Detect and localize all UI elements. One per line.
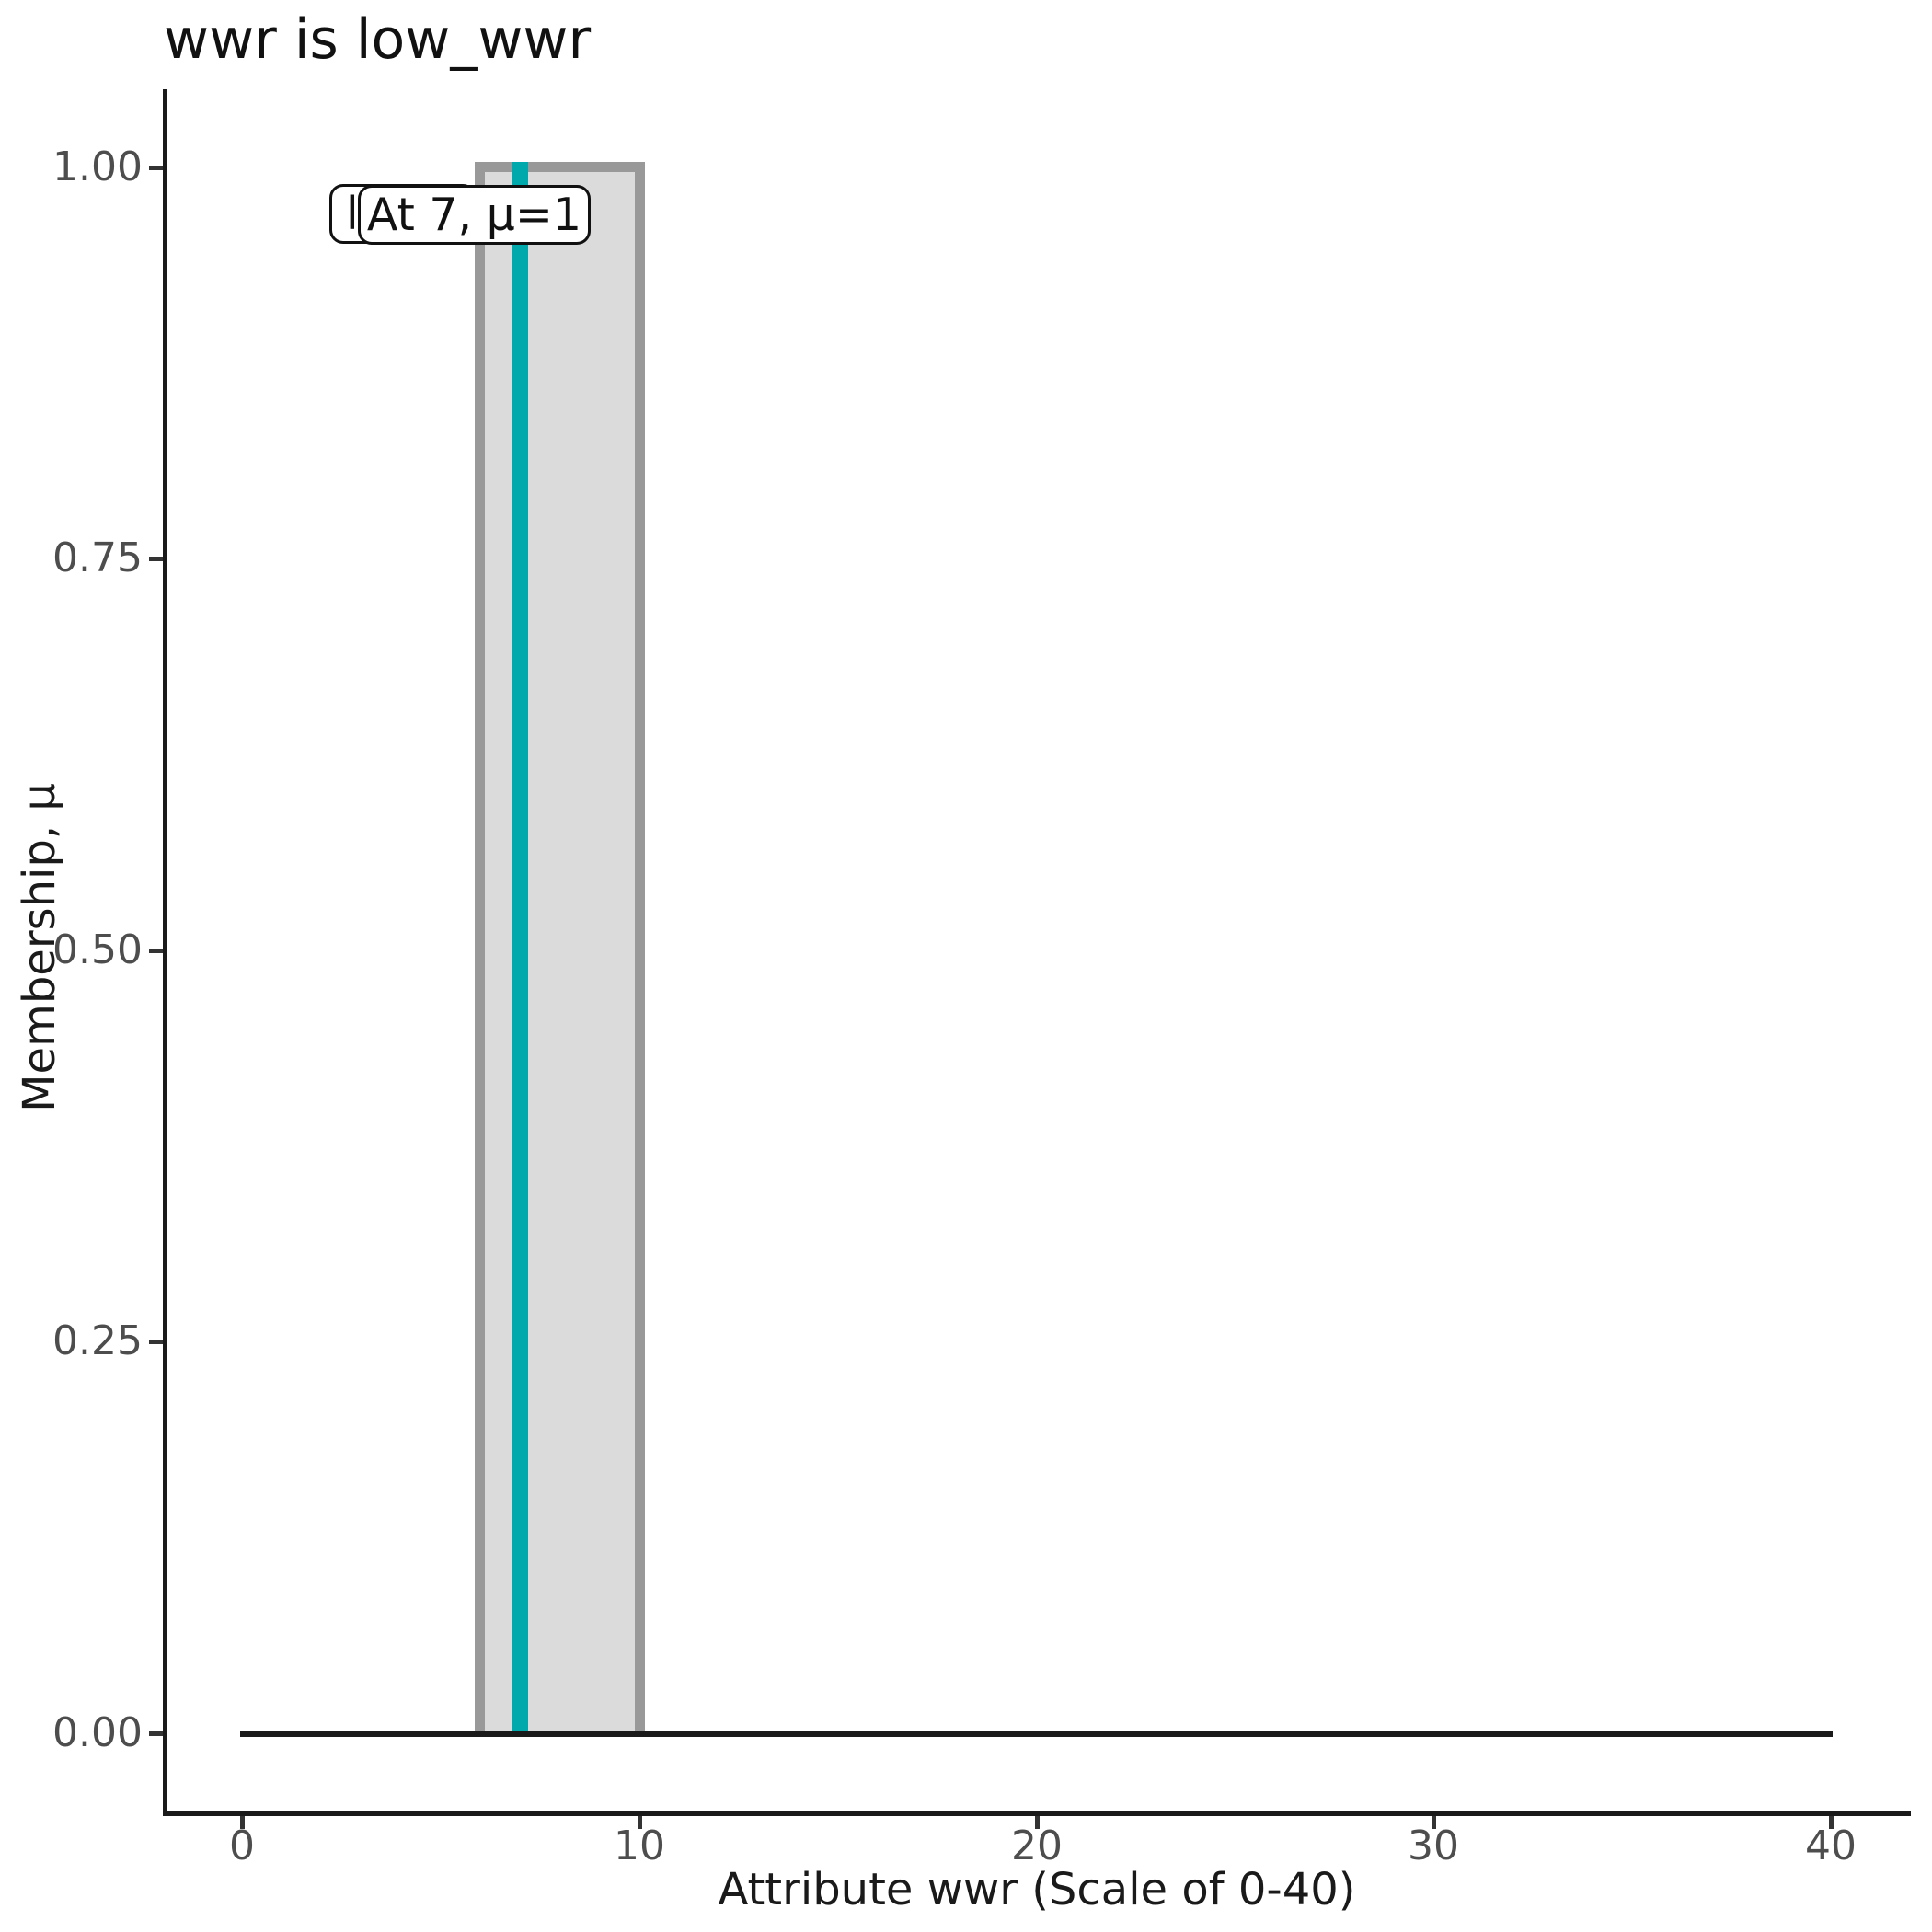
y-tick-mark	[149, 166, 163, 170]
y-tick-label: 0.00	[52, 1709, 143, 1756]
occluded-label-text: l	[346, 188, 359, 240]
x-axis-line	[163, 1811, 1911, 1816]
value-annotation-text: At 7, μ=1	[366, 189, 582, 241]
y-axis-line	[163, 89, 167, 1816]
y-tick-mark	[149, 1731, 163, 1736]
x-axis-title: Attribute wwr (Scale of 0-40)	[718, 1864, 1356, 1915]
y-tick-mark	[149, 557, 163, 561]
x-tick-mark	[1829, 1816, 1834, 1829]
y-tick-mark	[149, 949, 163, 953]
y-tick-label: 1.00	[52, 144, 143, 190]
x-tick-label: 20	[1011, 1823, 1063, 1869]
x-tick-mark	[240, 1816, 245, 1829]
y-tick-label: 0.75	[52, 535, 143, 581]
chart-title: wwr is low_wwr	[164, 7, 592, 72]
x-tick-label: 40	[1805, 1823, 1857, 1869]
y-tick-mark	[149, 1340, 163, 1344]
x-tick-label: 10	[614, 1823, 665, 1869]
x-tick-label: 0	[229, 1823, 255, 1869]
x-tick-mark	[1432, 1816, 1436, 1829]
input-value-line	[512, 162, 528, 1733]
zero-membership-baseline	[240, 1731, 1833, 1737]
y-tick-label: 0.50	[52, 926, 143, 973]
value-annotation-box: At 7, μ=1	[358, 185, 591, 245]
x-tick-mark	[1035, 1816, 1040, 1829]
x-tick-mark	[638, 1816, 642, 1829]
y-axis-title: Membership, μ	[14, 783, 65, 1112]
membership-function-area	[475, 162, 645, 1733]
y-tick-label: 0.25	[52, 1317, 143, 1364]
x-tick-label: 30	[1408, 1823, 1459, 1869]
